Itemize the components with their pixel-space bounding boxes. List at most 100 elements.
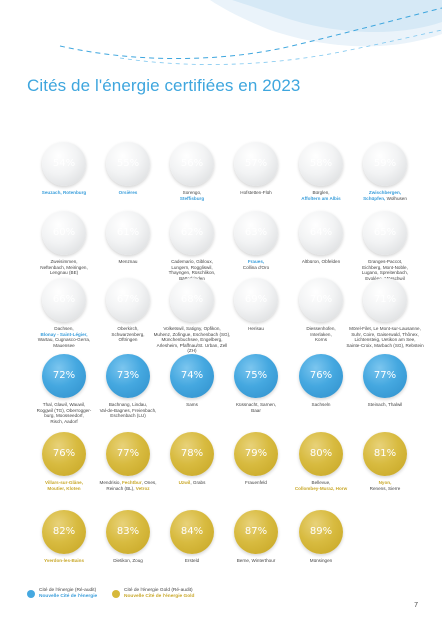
score-percentage: 78%	[180, 448, 204, 459]
new-city-name: Blonay - Saint-Légier,	[40, 331, 88, 337]
city-names: Sachseln	[281, 402, 361, 408]
city-names: Dietikon, Zoug	[88, 558, 168, 564]
city-names: Altbüron, Obfelden	[281, 259, 361, 265]
new-city-name: Fraues,	[247, 259, 265, 264]
new-city-name: Schüpfen,	[363, 195, 386, 201]
score-circle: 79%	[234, 432, 278, 476]
city-name: Münsingen	[309, 558, 333, 563]
city-names: Steinach, Thalwil	[345, 402, 425, 408]
city-line: Schwarzenberg,	[88, 332, 168, 338]
score-percentage: 89%	[309, 526, 333, 537]
score-percentage: 54%	[52, 158, 76, 169]
score-circle: 69%	[234, 278, 278, 322]
score-circle: 55%	[106, 142, 150, 186]
city-line: Thayngen, Rüschlikon,	[152, 270, 232, 276]
city-name: Küssnacht, Sarnen,	[235, 402, 277, 407]
city-line: Risch, Aadorf	[24, 419, 104, 425]
city-badge: 57% Hofstetten-Flüh	[220, 142, 292, 222]
new-gold-city-name: Collombey-Muraz, Horw	[294, 485, 348, 491]
city-line: Collombey-Muraz, Horw	[281, 486, 361, 492]
new-gold-city-name: Nyon,	[378, 480, 392, 485]
city-badge: 63% Fraues, Collina d'Oro	[220, 211, 292, 291]
city-line: Volketswil, Satigny, Opfikon,	[152, 326, 232, 332]
city-name: Muhenz, Zofingue, Eschenbach (SG),	[153, 331, 231, 337]
city-name: Sams	[186, 402, 198, 407]
city-line: Mörel-Filet, Le Mont-sur-Lausanne,	[345, 326, 425, 332]
city-line: Herisau	[216, 326, 296, 332]
score-circle: 73%	[106, 354, 150, 398]
score-circle: 63%	[234, 211, 278, 255]
city-names: Küssnacht, Sarnen, Baar	[216, 402, 296, 413]
city-names: Zwischbergen, Schüpfen, Wolhusen	[345, 190, 425, 201]
score-circle: 70%	[299, 278, 343, 322]
city-name: Hofstetten-Flüh	[240, 190, 272, 195]
city-name: Thayngen, Rüschlikon,	[168, 270, 216, 276]
city-name: Volketswil, Satigny, Opfikon,	[163, 326, 221, 331]
score-percentage: 83%	[116, 526, 140, 537]
city-line: Dachsen,	[24, 326, 104, 332]
page-title: Cités de l'énergie certifiées en 2023	[27, 76, 301, 95]
city-badge: 67% Oberkirch, Schwarzenberg, Oftringen	[92, 278, 164, 358]
city-names: Bachnang, Lindau, Val-de-Bagnes, Freienba…	[88, 402, 168, 419]
city-names: Zweisimmen, Neftenbach, Meiringen, Lengnau…	[24, 259, 104, 276]
legend-label: Cité de l'énergie (Ré-audit)	[39, 588, 97, 593]
city-names: Dachsen, Blonay - Saint-Légier, Wartau, Cu…	[24, 326, 104, 348]
city-names: Uzwil, Grabs	[152, 480, 232, 486]
city-name: Lungern, Roggliswil,	[171, 264, 213, 270]
city-line: Muhenz, Zofingue, Eschenbach (SG),	[152, 332, 232, 338]
city-badge: 69% Herisau	[220, 278, 292, 358]
city-name: Ersteld	[184, 558, 200, 563]
city-names: Sorengo, Steffisburg	[152, 190, 232, 201]
score-circle: 75%	[234, 354, 278, 398]
score-percentage: 76%	[52, 448, 76, 459]
city-names: Menznau	[88, 259, 168, 265]
score-percentage: 56%	[180, 158, 204, 169]
city-line: Lugano, Spreitenbach,	[345, 270, 425, 276]
city-line: Schüpfen, Wolhusen	[345, 196, 425, 202]
city-name: Bürglen,	[312, 190, 330, 195]
city-name: Neftenbach, Meiringen,	[40, 264, 88, 270]
city-line: Yverdon-les-Bains	[24, 558, 104, 564]
legend-sublabel: Nouvelle Cité de l'énergie	[39, 594, 98, 599]
new-city-name: Affoltern am Albis	[301, 195, 341, 201]
city-line: Bachnang, Lindau,	[88, 402, 168, 408]
score-circle: 61%	[106, 211, 150, 255]
city-badge: 87% Berne, Winterthour	[220, 510, 292, 590]
score-percentage: 71%	[373, 294, 397, 305]
city-line: Interlaken,	[281, 332, 361, 338]
city-name: Bachnang, Lindau,	[108, 402, 148, 407]
city-name: burg, Moosseedorf,	[44, 413, 84, 419]
city-line: Korns	[281, 337, 361, 343]
city-line: Granges-Paccot,	[345, 259, 425, 265]
score-percentage: 66%	[52, 294, 76, 305]
city-badge: 60% Zweisimmen, Neftenbach, Meiringen, Leng…	[28, 211, 100, 291]
city-badge: 75% Küssnacht, Sarnen, Baar	[220, 354, 292, 434]
legend: Cité de l'énergie (Ré-audit) Nouvelle Ci…	[27, 588, 287, 608]
new-city-name: Seuzach, Rotenburg	[41, 190, 87, 195]
city-badge: 74% Sams	[156, 354, 228, 434]
city-line: Dietikon, Zoug	[88, 558, 168, 564]
score-circle: 58%	[299, 142, 343, 186]
city-badge: 73% Bachnang, Lindau, Val-de-Bagnes, Freie…	[92, 354, 164, 434]
city-name: Herisau	[248, 326, 264, 331]
city-badge: 89% Münsingen	[285, 510, 357, 590]
score-circle: 84%	[170, 510, 214, 554]
score-percentage: 61%	[116, 227, 140, 238]
city-name: Lichtensteig, Uetikon am See,	[354, 337, 416, 343]
new-gold-city-name: Vetroz	[135, 485, 150, 491]
city-line: Mauensee	[24, 343, 104, 349]
city-name: Risch, Aadorf	[50, 418, 78, 424]
city-name: Diessenhofen,	[306, 326, 336, 331]
city-names: Seuzach, Rotenburg	[24, 190, 104, 196]
city-name: Eschenbach (LU)	[110, 413, 146, 419]
city-line: Küssnacht, Sarnen,	[216, 402, 296, 408]
city-names: Bürglen, Affoltern am Albis	[281, 190, 361, 201]
city-line: Menznau	[88, 259, 168, 265]
city-name: Cademario, Gibloux,	[171, 259, 213, 264]
score-percentage: 68%	[180, 294, 204, 305]
score-percentage: 57%	[244, 158, 268, 169]
city-line: Berne, Winterthour	[216, 558, 296, 564]
city-names: Fraues, Collina d'Oro	[216, 259, 296, 270]
score-percentage: 82%	[52, 526, 76, 537]
score-percentage: 69%	[244, 294, 268, 305]
